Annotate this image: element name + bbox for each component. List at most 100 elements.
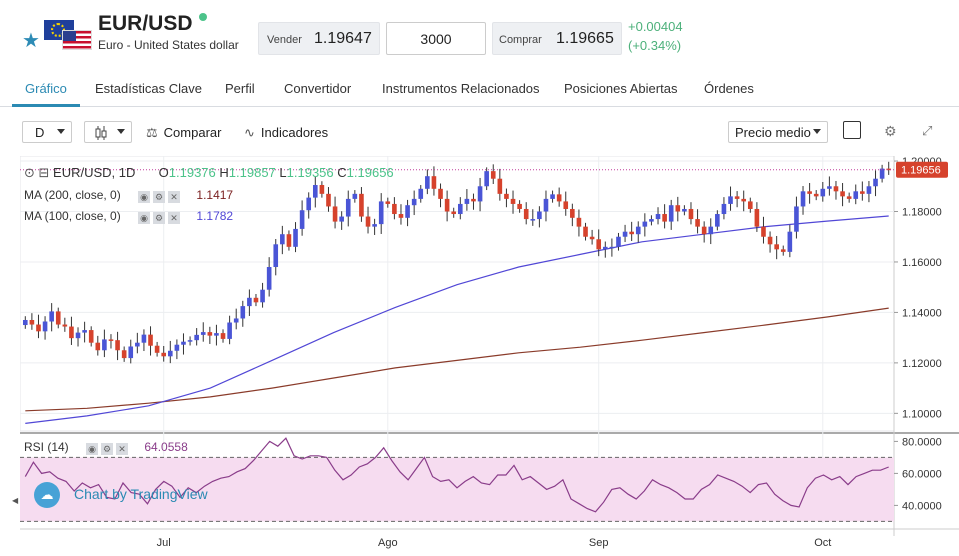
candle-body xyxy=(339,216,344,222)
candle-body xyxy=(879,168,885,179)
candle-body xyxy=(780,249,786,252)
interval-dropdown[interactable]: D xyxy=(22,121,72,143)
main-series-legend: ⊙ ⊟ EUR/USD, 1D O1.19376 H1.19857 L1.193… xyxy=(24,165,394,181)
candle-body xyxy=(273,244,279,268)
candle-body xyxy=(517,203,522,209)
pair-title: EUR/USD xyxy=(98,12,193,35)
chevron-down-icon xyxy=(57,129,65,134)
candle-body xyxy=(181,341,186,345)
candle-body xyxy=(609,246,615,249)
candle-body xyxy=(701,226,707,235)
fullscreen-toggle-button[interactable] xyxy=(843,121,861,139)
candle-body xyxy=(75,332,81,339)
close-icon: ✕ xyxy=(168,190,181,203)
candle-body xyxy=(22,319,28,326)
candle-body xyxy=(286,234,292,247)
instrument-header: ★ EUR/USD Euro - United States dollar Ve… xyxy=(0,0,959,70)
candle-body xyxy=(121,350,127,359)
candle-body xyxy=(148,334,153,346)
tab-ordenes[interactable]: Órdenes xyxy=(704,81,754,96)
candle-body xyxy=(154,345,160,353)
time-tick-label: Ago xyxy=(378,537,398,549)
indicators-icon: ∿ xyxy=(244,125,255,140)
candle-body xyxy=(62,324,68,327)
candle-body xyxy=(365,216,371,227)
currency-flags-icon xyxy=(44,20,92,52)
candle-body xyxy=(280,234,285,245)
close-icon: ✕ xyxy=(116,442,129,455)
candle-body xyxy=(484,171,489,187)
candle-body xyxy=(372,224,377,227)
candle-body xyxy=(332,206,338,222)
eye-icon: ◉ xyxy=(86,442,99,455)
candle-body xyxy=(444,198,450,212)
pair-description: Euro - United States dollar xyxy=(98,38,239,52)
candle-body xyxy=(266,267,272,290)
candle-body xyxy=(471,198,476,202)
candle-body xyxy=(570,208,575,218)
candle-body xyxy=(214,333,219,336)
tab-grafico[interactable]: Gráfico xyxy=(25,81,67,96)
candle-body xyxy=(49,311,54,322)
ma100-controls[interactable]: ◉ ⚙ ✕ xyxy=(138,210,183,224)
candle-body xyxy=(675,205,681,212)
candle-body xyxy=(655,214,661,220)
tab-instrumentos[interactable]: Instrumentos Relacionados xyxy=(382,81,540,96)
candle-body xyxy=(761,226,766,237)
chart-canvas[interactable]: JulAgoSepOctNovDic1.100001.120001.140001… xyxy=(19,155,959,556)
collapse-icon[interactable]: ⊙ ⊟ xyxy=(24,165,50,180)
buy-button[interactable]: Comprar 1.19665 xyxy=(492,22,622,55)
current-price-label: 1.19656 xyxy=(901,165,941,177)
gear-icon[interactable]: ⚙ xyxy=(884,123,897,139)
compare-button[interactable]: ⚖ Comparar xyxy=(146,125,221,141)
price-type-dropdown[interactable]: Precio medio xyxy=(728,121,828,143)
expand-icon[interactable]: ⤢ xyxy=(922,123,933,138)
tradingview-badge[interactable]: ☁ Chart by TradingView xyxy=(30,478,208,510)
candle-body xyxy=(200,332,206,335)
price-chart[interactable]: JulAgoSepOctNovDic1.100001.120001.140001… xyxy=(19,155,959,556)
candle-body xyxy=(352,193,358,199)
tab-posiciones[interactable]: Posiciones Abiertas xyxy=(564,81,678,96)
sell-button[interactable]: Vender 1.19647 xyxy=(258,22,380,55)
candle-body xyxy=(886,168,892,171)
chart-type-dropdown[interactable] xyxy=(84,121,132,143)
candle-body xyxy=(411,198,417,206)
rsi-legend: RSI (14) ◉ ⚙ ✕ 64.0558 xyxy=(24,440,188,455)
candle-body xyxy=(662,214,667,222)
candle-body xyxy=(734,196,740,199)
candle-body xyxy=(504,193,509,199)
candle-body xyxy=(741,198,747,202)
candle-body xyxy=(530,219,536,221)
scroll-left-arrow-icon[interactable]: ◀ xyxy=(12,496,19,505)
quantity-input[interactable] xyxy=(386,22,486,55)
candle-body xyxy=(688,208,694,220)
candle-body xyxy=(715,214,720,227)
indicators-button[interactable]: ∿ Indicadores xyxy=(244,125,328,141)
candle-body xyxy=(774,244,779,250)
time-tick-label: Jul xyxy=(157,537,171,549)
candle-body xyxy=(438,188,443,199)
sell-price: 1.19647 xyxy=(314,30,372,47)
tradingview-logo-icon: ☁ xyxy=(34,482,60,508)
price-tick-label: 1.18000 xyxy=(902,207,942,219)
chevron-down-icon xyxy=(117,129,125,134)
candle-body xyxy=(207,332,213,336)
ma200-controls[interactable]: ◉ ⚙ ✕ xyxy=(138,189,183,203)
tab-convertidor[interactable]: Convertidor xyxy=(284,81,352,96)
eye-icon: ◉ xyxy=(138,190,151,203)
candle-body xyxy=(233,318,239,323)
candle-body xyxy=(425,176,430,189)
tab-perfil[interactable]: Perfil xyxy=(225,81,255,96)
tab-estadisticas[interactable]: Estadísticas Clave xyxy=(95,81,202,96)
candle-body xyxy=(537,211,542,220)
candle-body xyxy=(253,297,259,303)
chart-toolbar: D ⚖ Comparar ∿ Indicadores Precio medio ⚙ … xyxy=(0,116,959,148)
candle-body xyxy=(293,228,298,247)
tradingview-badge-text: Chart by TradingView xyxy=(74,486,208,502)
candle-body xyxy=(299,210,305,229)
ma200-label: MA (200, close, 0) xyxy=(24,188,121,202)
rsi-controls[interactable]: ◉ ⚙ ✕ xyxy=(86,441,131,455)
gear-icon: ⚙ xyxy=(153,190,166,203)
compare-label: Comparar xyxy=(163,125,222,140)
favorite-star-icon[interactable]: ★ xyxy=(22,30,40,52)
